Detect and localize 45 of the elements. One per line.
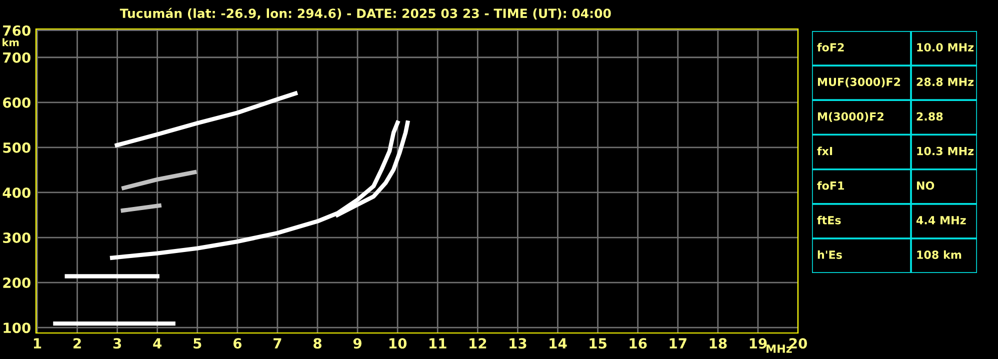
x-tick-label: 7: [274, 338, 282, 348]
x-tick-label: 3: [113, 338, 122, 349]
text: NO: [916, 181, 934, 190]
x-tick-label: 5: [194, 338, 202, 349]
x-axis-title: MHz: [766, 344, 792, 353]
x-tick-label: 6: [233, 338, 242, 349]
text: foF2: [817, 42, 844, 52]
y-tick-label: 760: [3, 25, 30, 36]
y-tick-label: 200: [3, 278, 30, 288]
y-tick-label: 100: [4, 322, 30, 334]
x-tick-label: 13: [510, 338, 526, 349]
y-tick-label: 400: [2, 187, 30, 198]
text: foF1: [817, 181, 844, 190]
y-axis-title: km: [2, 38, 19, 46]
x-tick-label: 14: [550, 338, 567, 348]
x-tick-label: 18: [710, 338, 727, 349]
x-tick-label: 1: [34, 338, 42, 348]
text: fxI: [817, 146, 832, 156]
x-tick-label: 16: [630, 338, 647, 349]
chart-title: Tucumán (lat: -26.9, lon: 294.6) - DATE: 2025 03 23 - TIME (UT): 04:00: [120, 8, 611, 20]
text: 108 km: [917, 250, 962, 259]
text: M(3000)F2: [818, 112, 884, 122]
x-tick-label: 11: [430, 338, 446, 348]
y-tick-label: 600: [3, 97, 30, 108]
x-tick-label: 2: [74, 338, 81, 348]
text: 28.8 MHz: [916, 78, 974, 86]
x-tick-label: 17: [670, 338, 686, 348]
x-tick-label: 20: [789, 338, 807, 349]
x-tick-label: 9: [353, 338, 362, 349]
y-tick-label: 300: [3, 232, 30, 243]
x-tick-label: 4: [153, 338, 162, 348]
text: 10.3 MHz: [917, 146, 974, 156]
y-tick-label: 500: [3, 142, 30, 153]
text: h'Es: [818, 250, 842, 259]
text: 2.88: [916, 112, 943, 121]
text: ftEs: [817, 216, 841, 224]
x-tick-label: 12: [470, 338, 486, 348]
text: 4.4 MHz: [916, 216, 966, 224]
text: MUF(3000)F2: [818, 77, 900, 88]
x-tick-label: 8: [314, 338, 322, 349]
x-tick-label: 19: [750, 338, 767, 349]
x-tick-label: 10: [389, 338, 407, 349]
y-tick-label: 700: [3, 52, 30, 63]
x-tick-label: 15: [590, 338, 606, 349]
text: 10.0 MHz: [917, 43, 974, 52]
